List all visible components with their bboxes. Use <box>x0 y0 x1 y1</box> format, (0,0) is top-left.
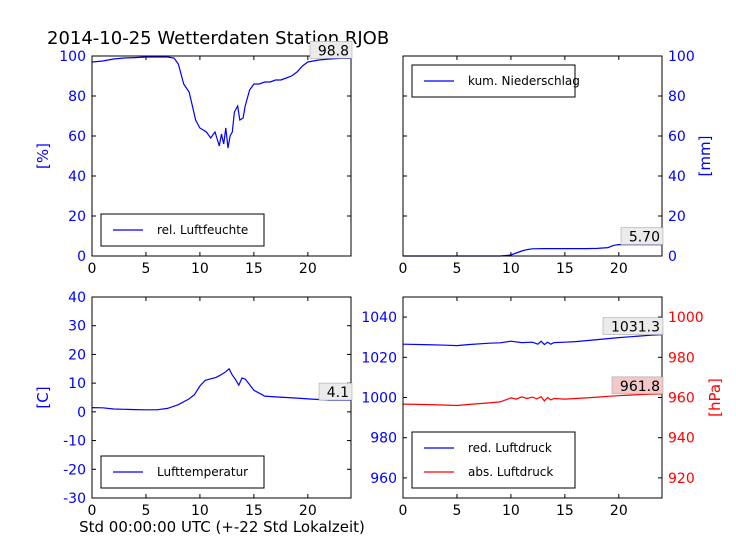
panel-pressure: 0 5 10 15 20 960 980 1000 1020 1040 920 940 960 980 10… <box>361 296 724 519</box>
x-tick-label-humidity-0: 0 <box>88 261 97 277</box>
legend-box-pressure <box>411 431 576 489</box>
y-tick-label-humidity-2: 40 <box>68 169 86 185</box>
y-tick-label-temperature-3: 0 <box>77 405 86 421</box>
y-tick-label-pressure-3: 1020 <box>361 350 397 366</box>
x-tick-label-temperature-4: 20 <box>299 503 317 519</box>
y-axis-label-temperature: [C] <box>34 386 52 408</box>
value-annotation-box-pressure-1 <box>611 376 664 395</box>
x-tick-label-temperature-2: 10 <box>191 503 209 519</box>
legend-label-pressure-0: red. Luftdruck <box>468 441 552 455</box>
panel-humidity: 0 5 10 15 20 0 20 40 60 80 100 [%] rel. Luftfeuchte 9… <box>34 41 353 277</box>
y2-tick-label-pressure-0: 920 <box>668 471 695 487</box>
legend-label-precipitation-0: kum. Niederschlag <box>468 74 580 88</box>
legend-label-pressure-1: abs. Luftdruck <box>468 465 553 479</box>
series-line-pressure-0 <box>402 334 663 347</box>
x-tick-label-pressure-1: 5 <box>452 503 461 519</box>
y-tick-label-precipitation-4: 80 <box>668 89 686 105</box>
y-tick-label-precipitation-2: 40 <box>668 169 686 185</box>
x-tick-label-pressure-2: 10 <box>502 503 520 519</box>
series-line-pressure-1 <box>402 393 663 407</box>
value-annotation-box-humidity-0 <box>309 41 353 59</box>
x-tick-label-pressure-0: 0 <box>399 503 408 519</box>
value-annotation-humidity-0: 98.8 <box>318 43 349 59</box>
value-annotation-pressure-0: 1031.3 <box>611 320 660 336</box>
x-tick-label-precipitation-3: 15 <box>556 261 574 277</box>
x-tick-label-pressure-4: 20 <box>610 503 628 519</box>
y-tick-label-humidity-4: 80 <box>68 89 86 105</box>
y-tick-label-precipitation-3: 60 <box>668 129 686 145</box>
y-axis-label-humidity: [%] <box>34 143 52 169</box>
value-annotation-box-temperature-0 <box>318 382 353 401</box>
panel-precipitation: 0 5 10 15 20 0 20 40 60 80 100 [mm] kum. Niederschla… <box>399 49 714 277</box>
y2-tick-label-pressure-2: 960 <box>668 391 695 407</box>
y-tick-label-precipitation-1: 20 <box>668 209 686 225</box>
y2-tick-label-pressure-4: 1000 <box>668 310 704 326</box>
y2-tick-label-pressure-3: 980 <box>668 350 695 366</box>
y-tick-label-humidity-1: 20 <box>68 209 86 225</box>
y-tick-label-temperature-7: 40 <box>68 290 86 306</box>
axes-frame-precipitation <box>402 55 663 257</box>
value-annotation-temperature-0: 4.1 <box>327 385 349 401</box>
y-tick-label-pressure-1: 980 <box>370 431 397 447</box>
x-tick-label-humidity-1: 5 <box>141 261 150 277</box>
y-tick-label-humidity-3: 60 <box>68 129 86 145</box>
legend-label-humidity-0: rel. Luftfeuchte <box>157 223 248 237</box>
y-tick-label-pressure-0: 960 <box>370 471 397 487</box>
series-line-humidity-0 <box>91 56 351 149</box>
x-tick-label-humidity-3: 15 <box>245 261 263 277</box>
y-tick-label-temperature-5: 20 <box>68 347 86 363</box>
y-tick-label-temperature-1: -20 <box>63 462 86 478</box>
x-tick-label-temperature-0: 0 <box>88 503 97 519</box>
x-axis-label: Std 00:00:00 UTC (+-22 Std Lokalzeit) <box>79 518 365 536</box>
x-tick-label-precipitation-0: 0 <box>399 261 408 277</box>
y-tick-label-precipitation-5: 100 <box>668 49 695 65</box>
y-tick-label-pressure-4: 1040 <box>361 310 397 326</box>
x-tick-label-precipitation-4: 20 <box>610 261 628 277</box>
value-annotation-box-precipitation-0 <box>620 227 664 245</box>
y-tick-label-humidity-5: 100 <box>59 49 86 65</box>
x-tick-label-precipitation-2: 10 <box>502 261 520 277</box>
figure-title: 2014-10-25 Wetterdaten Station RJOB <box>47 28 389 49</box>
y-tick-label-temperature-6: 30 <box>68 319 86 335</box>
x-tick-label-temperature-3: 15 <box>245 503 263 519</box>
x-tick-label-humidity-4: 20 <box>299 261 317 277</box>
y-tick-label-temperature-4: 10 <box>68 376 86 392</box>
x-tick-label-precipitation-1: 5 <box>452 261 461 277</box>
panel-temperature: 0 5 10 15 20 -30 -20 -10 0 10 20 30 40 [C] Lufttempera… <box>34 290 353 519</box>
y-tick-label-humidity-0: 0 <box>77 249 86 265</box>
value-annotation-precipitation-0: 5.70 <box>629 230 660 246</box>
y2-axis-label-pressure: [hPa] <box>706 378 724 417</box>
axes-frame-humidity <box>91 55 352 257</box>
y-tick-label-pressure-2: 1000 <box>361 391 397 407</box>
y-tick-label-precipitation-0: 0 <box>668 249 677 265</box>
x-tick-label-pressure-3: 15 <box>556 503 574 519</box>
value-annotation-pressure-1: 961.8 <box>620 379 660 395</box>
value-annotation-box-pressure-0 <box>602 317 664 335</box>
legend-label-temperature-0: Lufttemperatur <box>157 465 248 479</box>
series-line-temperature-0 <box>91 367 351 411</box>
y2-tick-label-pressure-1: 940 <box>668 431 695 447</box>
y-axis-label-precipitation: [mm] <box>696 136 714 177</box>
x-tick-label-temperature-1: 5 <box>141 503 150 519</box>
x-tick-label-humidity-2: 10 <box>191 261 209 277</box>
y-tick-label-temperature-0: -30 <box>63 491 86 507</box>
y-tick-label-temperature-2: -10 <box>63 434 86 450</box>
